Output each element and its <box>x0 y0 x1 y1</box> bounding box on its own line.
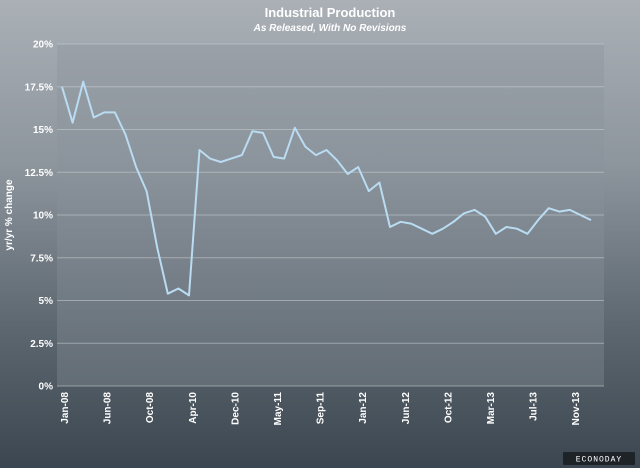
chart-title: Industrial Production <box>265 5 396 20</box>
x-tick-label: Oct-12 <box>443 392 454 424</box>
x-axis: Jan-08 Jun-08 Oct-08 Apr-10 Dec-10 May-11 Sep-… <box>60 392 582 426</box>
y-tick-label: 0% <box>39 382 54 393</box>
y-tick-label: 15% <box>33 125 53 136</box>
series-line <box>61 80 592 297</box>
y-tick-label: 20% <box>33 40 53 51</box>
x-tick-label: Jan-12 <box>358 392 369 424</box>
gridlines <box>57 43 604 387</box>
x-tick-label: Oct-08 <box>145 392 156 424</box>
x-tick-label: Sep-11 <box>316 392 327 425</box>
y-axis: 0% 2.5% 5% 7.5% 10% 12.5% 15% 17.5% 20% <box>25 40 53 393</box>
x-tick-label: Jan-08 <box>60 392 71 424</box>
series-layer <box>61 80 592 297</box>
y-tick-label: 12.5% <box>25 168 53 179</box>
y-tick-label: 10% <box>33 211 53 222</box>
y-tick-label: 5% <box>39 296 54 307</box>
watermark-logo: ECONODAY <box>576 456 622 465</box>
x-tick-label: Apr-10 <box>188 392 199 424</box>
y-tick-label: 17.5% <box>25 82 53 93</box>
x-tick-label: Jun-08 <box>103 392 114 425</box>
y-tick-label: 2.5% <box>30 339 53 350</box>
watermark-box <box>563 452 635 465</box>
chart-subtitle: As Released, With No Revisions <box>253 23 407 34</box>
x-tick-label: Mar-13 <box>486 392 497 425</box>
watermark: ECONODAY <box>563 452 635 465</box>
y-axis-label: yr/yr % change <box>4 179 15 251</box>
x-tick-label: May-11 <box>273 392 284 426</box>
x-tick-label: Dec-10 <box>230 392 241 425</box>
y-tick-label: 7.5% <box>30 253 53 264</box>
x-tick-label: Jun-12 <box>401 392 412 425</box>
x-tick-label: Jul-13 <box>529 392 540 421</box>
x-tick-label: Nov-13 <box>571 392 582 426</box>
